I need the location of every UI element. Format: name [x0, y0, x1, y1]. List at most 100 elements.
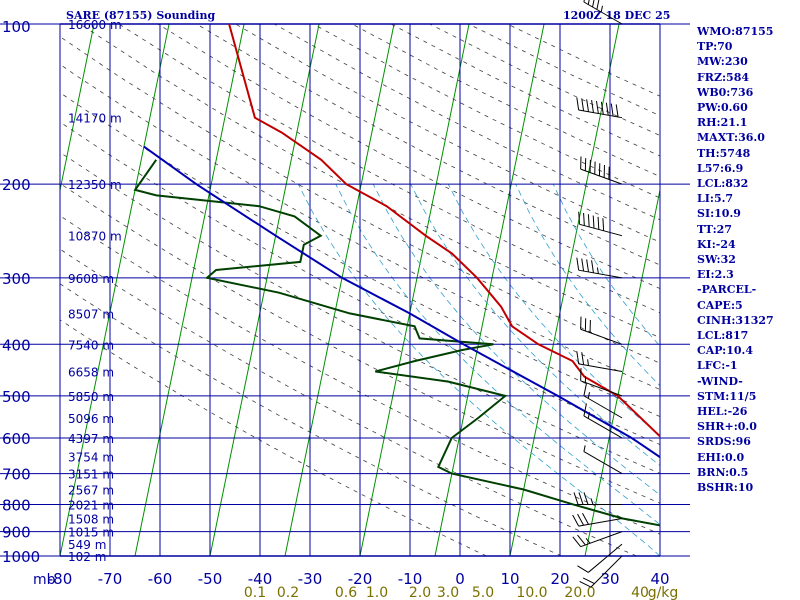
dry-adiabat-line	[60, 248, 637, 556]
wind-barb	[578, 211, 623, 237]
wind-barb-flag	[600, 101, 604, 115]
wind-barb-flag	[577, 565, 589, 573]
temperature-tick-label: 40	[650, 570, 669, 588]
stability-index-item: LCL:832	[697, 177, 749, 191]
stability-index-item: FRZ:584	[697, 70, 750, 84]
wind-barb-half-flag	[585, 538, 591, 544]
wind-barb	[580, 156, 623, 185]
stability-index-item: LI:5.7	[697, 192, 734, 206]
dry-adiabat-line	[60, 183, 660, 504]
wind-barb-flag	[592, 215, 595, 229]
pressure-tick-label: 400	[2, 336, 31, 354]
moist-adiabat-line	[515, 183, 660, 387]
height-label: 12350 m	[68, 178, 122, 192]
wind-barb-staff	[578, 109, 623, 119]
stability-index-item: LFC:-1	[697, 359, 738, 373]
stability-index-item: BRN:0.5	[697, 465, 749, 479]
wind-barb	[583, 445, 623, 475]
dry-adiabat-line	[60, 121, 660, 446]
wind-barb-flag	[572, 536, 582, 548]
moist-adiabat-line	[410, 183, 660, 467]
wind-barb-staff	[587, 543, 623, 573]
wind-barb-flag	[596, 0, 600, 10]
wind-barb-half-flag	[583, 445, 586, 452]
parcel-profile-line	[143, 145, 660, 459]
temperature-tick-label: -40	[248, 570, 273, 588]
dry-adiabat-line	[60, 36, 660, 364]
wind-barb-flag	[573, 492, 579, 505]
wind-barb	[583, 383, 623, 419]
temperature-tick-label: -70	[98, 570, 123, 588]
wind-barb-flag	[581, 98, 585, 111]
wind-barb-flag	[582, 577, 595, 585]
isotherm-line	[509, 24, 620, 556]
isotherm-line	[60, 24, 170, 556]
wind-barb-flag	[576, 351, 580, 364]
stability-index-item: TH:5748	[697, 146, 751, 160]
height-label: 7540 m	[68, 338, 114, 352]
isotherm-line	[359, 24, 470, 556]
height-label: 4397 m	[68, 432, 114, 446]
station-title: SARE (87155) Sounding	[66, 9, 216, 22]
dry-adiabat-line	[60, 151, 660, 474]
mixing-ratio-label: g/kg	[648, 585, 679, 600]
mixing-ratio-label: 5.0	[472, 585, 494, 600]
stability-index-item: WB0:736	[697, 85, 754, 99]
wind-barb-half-flag	[600, 5, 603, 13]
stability-index-item: HEL:-26	[697, 405, 748, 419]
wind-barb-staff	[580, 328, 623, 345]
wind-barb-flag	[579, 581, 592, 588]
temperature-tick-label: -10	[398, 570, 423, 588]
wind-barb-flag	[591, 100, 594, 113]
height-label: 16600 m	[68, 18, 122, 32]
stability-index-item: SHR+:0.0	[697, 420, 757, 434]
stability-index-item: -PARCEL-	[697, 283, 757, 297]
wind-barb-staff	[590, 555, 623, 588]
wind-barb-flag	[615, 104, 619, 118]
temperature-tick-label: -60	[148, 570, 173, 588]
stability-index-item: BSHR:10	[697, 481, 754, 495]
dry-adiabat-line	[79, 24, 660, 339]
wind-barb	[572, 531, 623, 548]
stability-index-item: SRDS:96	[697, 435, 751, 449]
pressure-tick-label: 900	[2, 524, 31, 542]
wind-barb	[573, 492, 622, 505]
dry-adiabat-line	[157, 24, 660, 290]
wind-barb-half-flag	[587, 412, 590, 419]
mixing-ratio-label: 0.6	[335, 585, 357, 600]
height-label: 8507 m	[68, 307, 114, 321]
wind-barb-staff	[580, 168, 623, 185]
wind-barb	[580, 368, 623, 397]
observation-time: 1200Z 18 DEC 25	[563, 9, 671, 22]
wind-barb-flag	[576, 257, 580, 271]
stability-index-item: TP:70	[697, 40, 733, 54]
pressure-tick-label: 500	[2, 388, 31, 406]
wind-barb	[580, 316, 623, 345]
wind-barb	[583, 0, 623, 25]
dry-adiabat-line	[60, 63, 660, 390]
wind-barb-half-flag	[590, 498, 594, 505]
isotherm-line	[434, 24, 545, 556]
wind-barb-flag	[596, 100, 599, 114]
temperature-tick-label: -20	[348, 570, 373, 588]
height-label: 1015 m	[68, 526, 114, 540]
wind-barb-flag	[578, 211, 580, 225]
wind-barb-staff	[578, 363, 623, 373]
wind-barb-flag	[583, 492, 589, 505]
wind-barb-half-flag	[587, 359, 590, 366]
stability-index-item: RH:21.1	[697, 116, 748, 130]
wind-barb-staff	[578, 269, 623, 279]
dry-adiabat-line	[235, 24, 660, 243]
stability-index-item: SI:10.9	[697, 207, 741, 221]
temperature-profile-line	[228, 24, 660, 438]
wind-barb-flag	[581, 258, 585, 272]
stability-index-item: CINH:31327	[697, 313, 774, 327]
stability-index-item: L57:6.9	[697, 161, 744, 175]
wind-barb-staff	[580, 380, 623, 397]
height-label: 102 m	[68, 550, 106, 564]
moist-adiabat-line	[372, 183, 660, 496]
wind-barb-flag	[587, 0, 590, 5]
wind-barb-staff	[580, 531, 623, 548]
temperature-tick-label: 30	[600, 570, 619, 588]
